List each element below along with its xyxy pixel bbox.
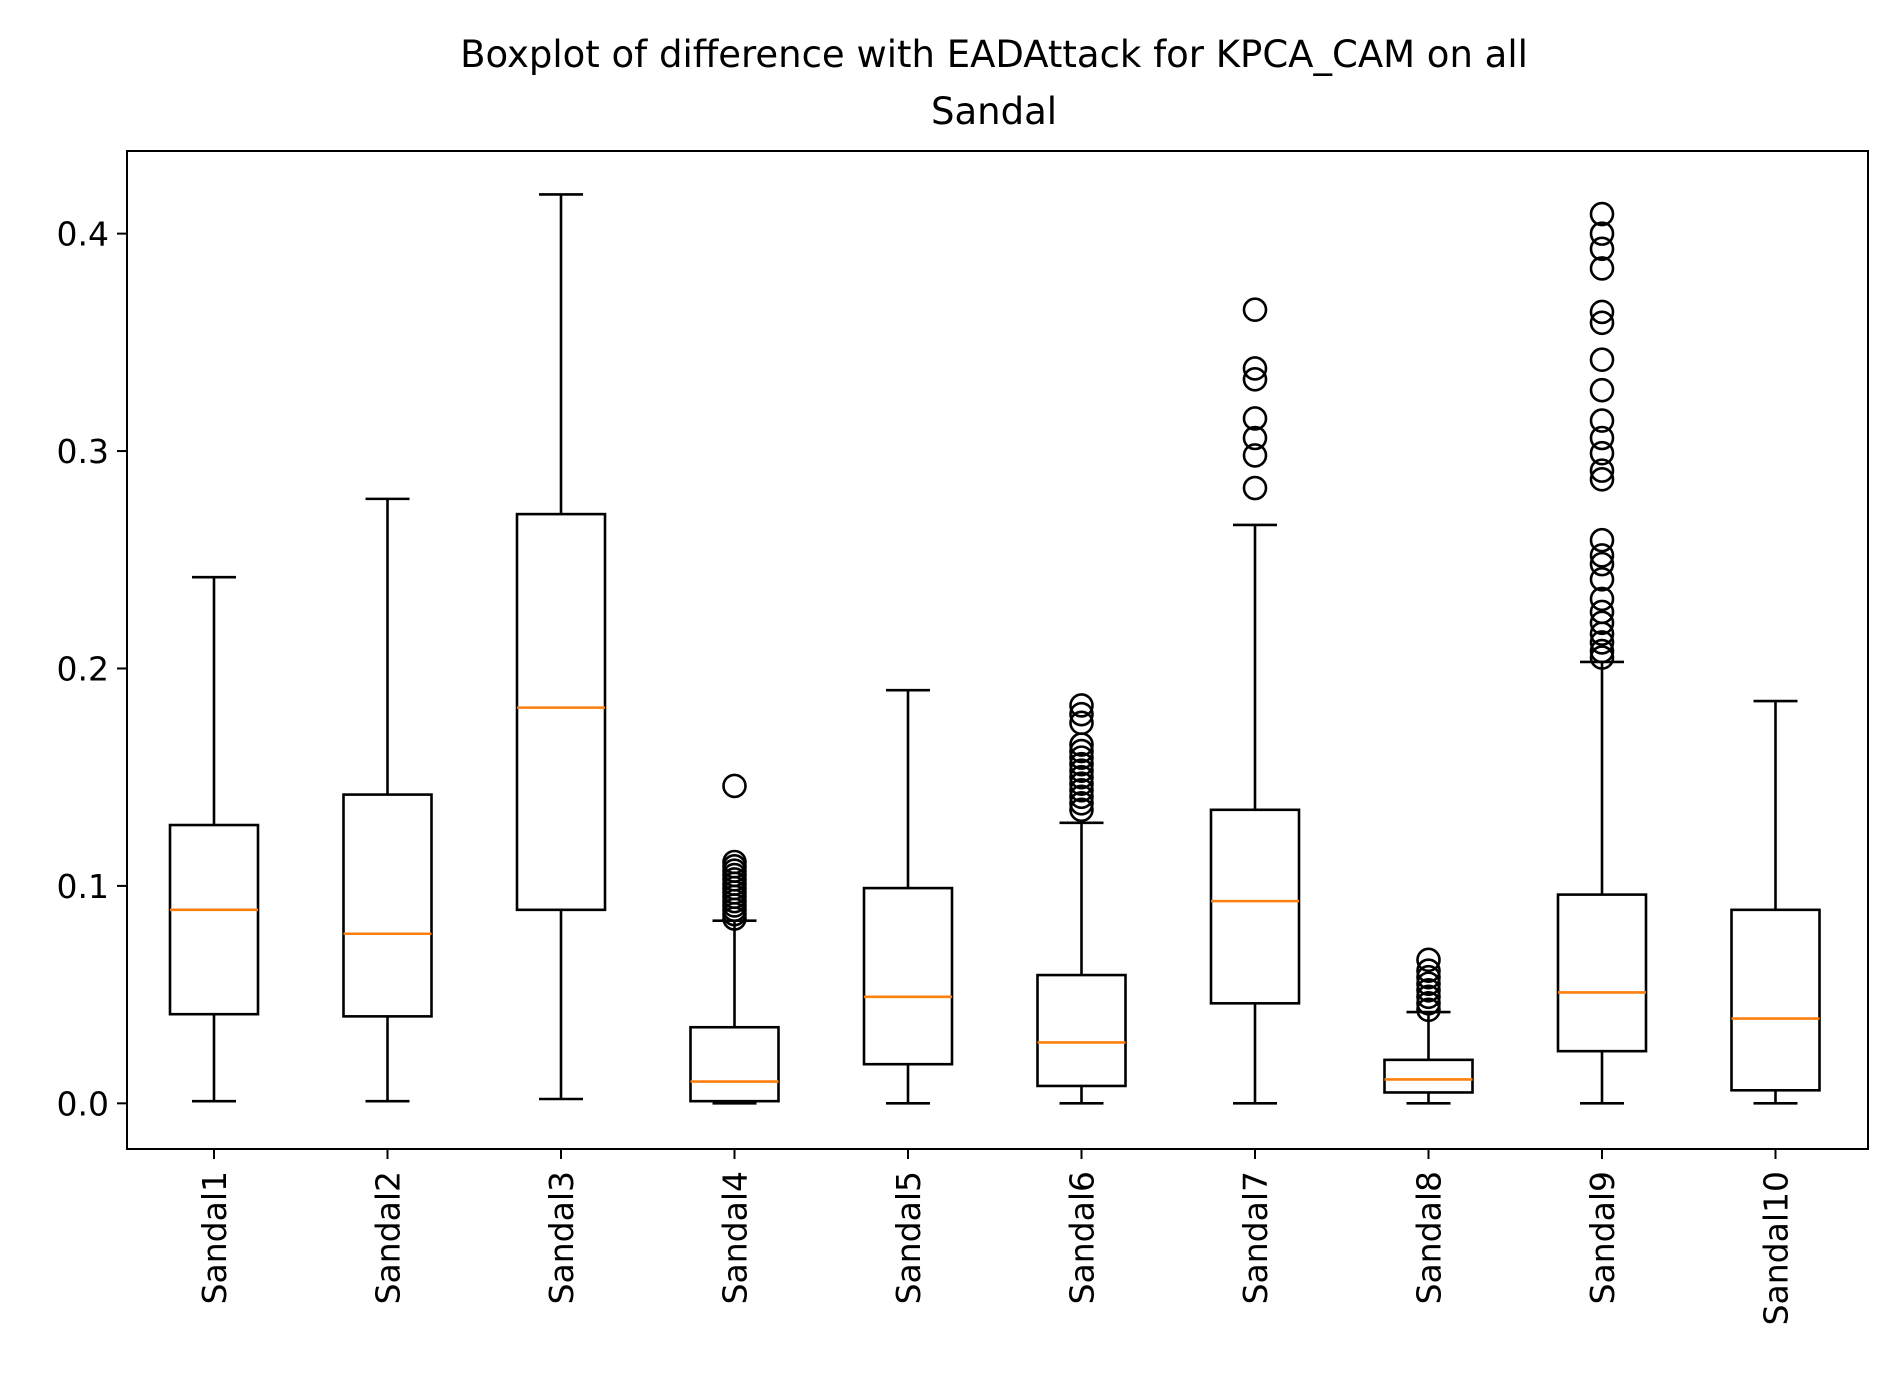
box-sandal10 [1730,699,1821,1105]
outlier-point [1589,377,1615,403]
x-tick-label: Sandal7 [1236,1171,1275,1304]
plot-area [168,193,1821,1105]
outlier-point [1589,408,1615,433]
outlier-point [1416,991,1441,1016]
outlier-point [1069,710,1094,736]
outlier-point [1069,701,1094,727]
outlier-point [1589,440,1615,466]
outlier-point [722,849,747,875]
chart-title: Boxplot of difference with EADAttack for… [460,33,1528,133]
box-iqr [1209,808,1301,1005]
x-tick-label: Sandal2 [369,1171,408,1304]
chart-title-line-2: Sandal [931,90,1057,133]
box-iqr [168,823,260,1016]
outlier-point [1069,693,1094,718]
outlier-point [1589,201,1615,227]
outlier-point [1416,977,1441,1003]
x-tick-label: Sandal4 [716,1171,755,1304]
outlier-point [1416,997,1441,1023]
box-iqr [862,886,954,1066]
box-sandal3 [515,193,607,1101]
outlier-point [1589,527,1615,553]
outlier-point [1416,947,1441,973]
box-iqr [515,512,607,912]
outlier-point [1069,797,1094,823]
box-iqr [689,1025,780,1103]
outlier-point [1242,406,1268,431]
outlier-point [1589,586,1615,612]
outlier-point [1589,630,1615,655]
box-iqr [1730,908,1821,1092]
outlier-point [1242,425,1268,451]
x-tick-label: Sandal3 [542,1171,581,1304]
x-axis: Sandal1 Sandal2 Sandal3 Sandal4 Sandal5 Sanda… [195,1149,1796,1325]
box-sandal6 [1036,693,1127,1105]
outlier-point [1589,310,1615,336]
outlier-point [1069,764,1094,790]
outlier-point [1242,297,1268,323]
x-tick-label: Sandal5 [889,1171,928,1304]
box-sandal7 [1209,297,1301,1105]
x-tick-label: Sandal10 [1757,1171,1796,1325]
box-iqr [342,793,433,1018]
outlier-point [1069,777,1094,803]
outlier-point [1069,790,1094,816]
outlier-point [1416,984,1441,1010]
outlier-point [1242,475,1268,501]
y-tick-label: 0.0 [57,1084,109,1123]
box-iqr [1036,973,1127,1088]
outlier-point [1069,738,1094,764]
y-tick-label: 0.2 [57,649,109,688]
outlier-point [1242,367,1268,392]
outlier-point [1589,256,1615,281]
y-tick-label: 0.1 [57,867,109,906]
outlier-point [1589,458,1615,483]
axes-frame [126,150,1869,1150]
outlier-point [1069,758,1094,783]
outlier-point [1069,745,1094,770]
outlier-point [1589,221,1615,246]
box-iqr [1556,893,1648,1053]
box-sandal9 [1556,201,1648,1105]
outlier-point [1589,299,1615,325]
box-sandal5 [862,688,954,1105]
y-tick-label: 0.4 [57,215,109,254]
box-sandal1 [168,575,260,1103]
box-sandal4 [689,773,780,1105]
outlier-point [1589,236,1615,262]
outlier-point [1589,551,1615,577]
y-axis: 0.0 0.1 0.2 0.3 0.4 [57,215,127,1123]
outlier-point [1589,638,1615,664]
box-sandal8 [1383,947,1474,1105]
outlier-point [1416,964,1441,990]
outlier-point [1069,751,1094,777]
y-tick-label: 0.3 [57,432,109,471]
outlier-point [1589,610,1615,636]
outlier-point [1589,567,1615,592]
outlier-point [1069,784,1094,810]
outlier-point [1242,443,1268,468]
outlier-point [1416,958,1441,984]
outlier-point [1069,771,1094,797]
outlier-point [1589,425,1615,451]
outlier-point [1589,645,1615,670]
outlier-point [1589,347,1615,373]
box-iqr [1383,1058,1474,1094]
x-tick-label: Sandal1 [195,1171,234,1304]
outlier-point [722,773,747,799]
box-sandal2 [342,497,433,1103]
outlier-point [1416,971,1441,997]
outlier-point [1242,356,1268,381]
outlier-point [1589,599,1615,625]
outlier-point [1589,543,1615,568]
x-tick-label: Sandal8 [1410,1171,1449,1304]
chart-title-line-1: Boxplot of difference with EADAttack for… [460,33,1528,76]
outlier-point [1589,467,1615,492]
x-tick-label: Sandal6 [1063,1171,1102,1304]
x-tick-label: Sandal9 [1583,1171,1622,1304]
